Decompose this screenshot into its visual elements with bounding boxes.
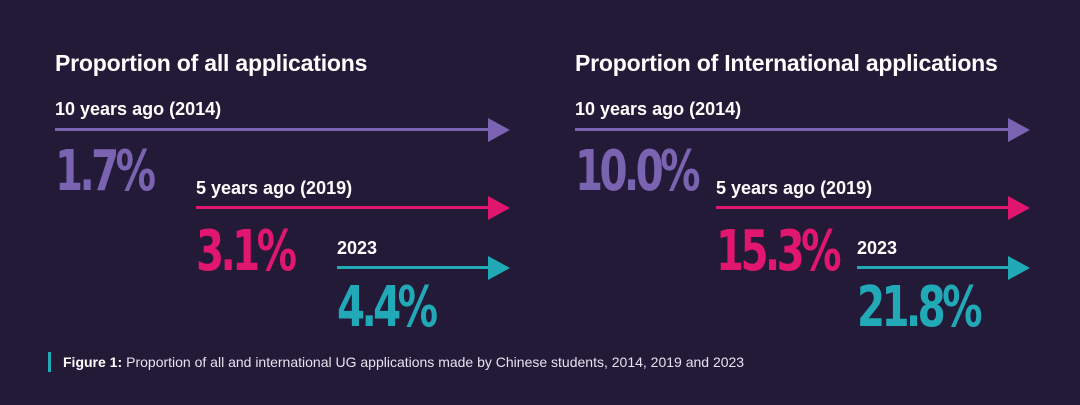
row-label-2019: 5 years ago (2019) <box>196 178 353 198</box>
arrow-2023 <box>337 256 510 280</box>
value-label-2019: 15.3% <box>716 219 841 284</box>
row-label-2014: 10 years ago (2014) <box>55 99 222 119</box>
row-label-2019: 5 years ago (2019) <box>716 178 873 198</box>
value-label-2014: 1.7% <box>55 139 156 204</box>
chart-title: Proportion of all applications <box>55 50 368 76</box>
chart-panel-international: Proportion of International applications… <box>575 0 1045 345</box>
caption-text: Proportion of all and international UG a… <box>126 354 745 370</box>
value-label-2014: 10.0% <box>575 139 700 204</box>
row-label-2014: 10 years ago (2014) <box>575 99 742 119</box>
arrow-2014 <box>575 118 1030 142</box>
arrow-2014 <box>55 118 510 142</box>
arrow-2019 <box>196 196 510 220</box>
row-label-2023: 2023 <box>857 238 898 258</box>
caption-label: Figure 1: <box>63 354 123 370</box>
chart-title: Proportion of International applications <box>575 50 998 76</box>
value-label-2023: 4.4% <box>337 275 438 340</box>
row-label-2023: 2023 <box>337 238 378 258</box>
caption-accent-bar <box>48 352 51 372</box>
figure-caption: Figure 1: Proportion of all and internati… <box>48 351 744 373</box>
value-label-2023: 21.8% <box>857 275 982 340</box>
arrow-2019 <box>716 196 1030 220</box>
chart-panel-all: Proportion of all applications 10 years … <box>55 0 525 345</box>
arrow-2023 <box>857 256 1030 280</box>
value-label-2019: 3.1% <box>196 219 297 284</box>
